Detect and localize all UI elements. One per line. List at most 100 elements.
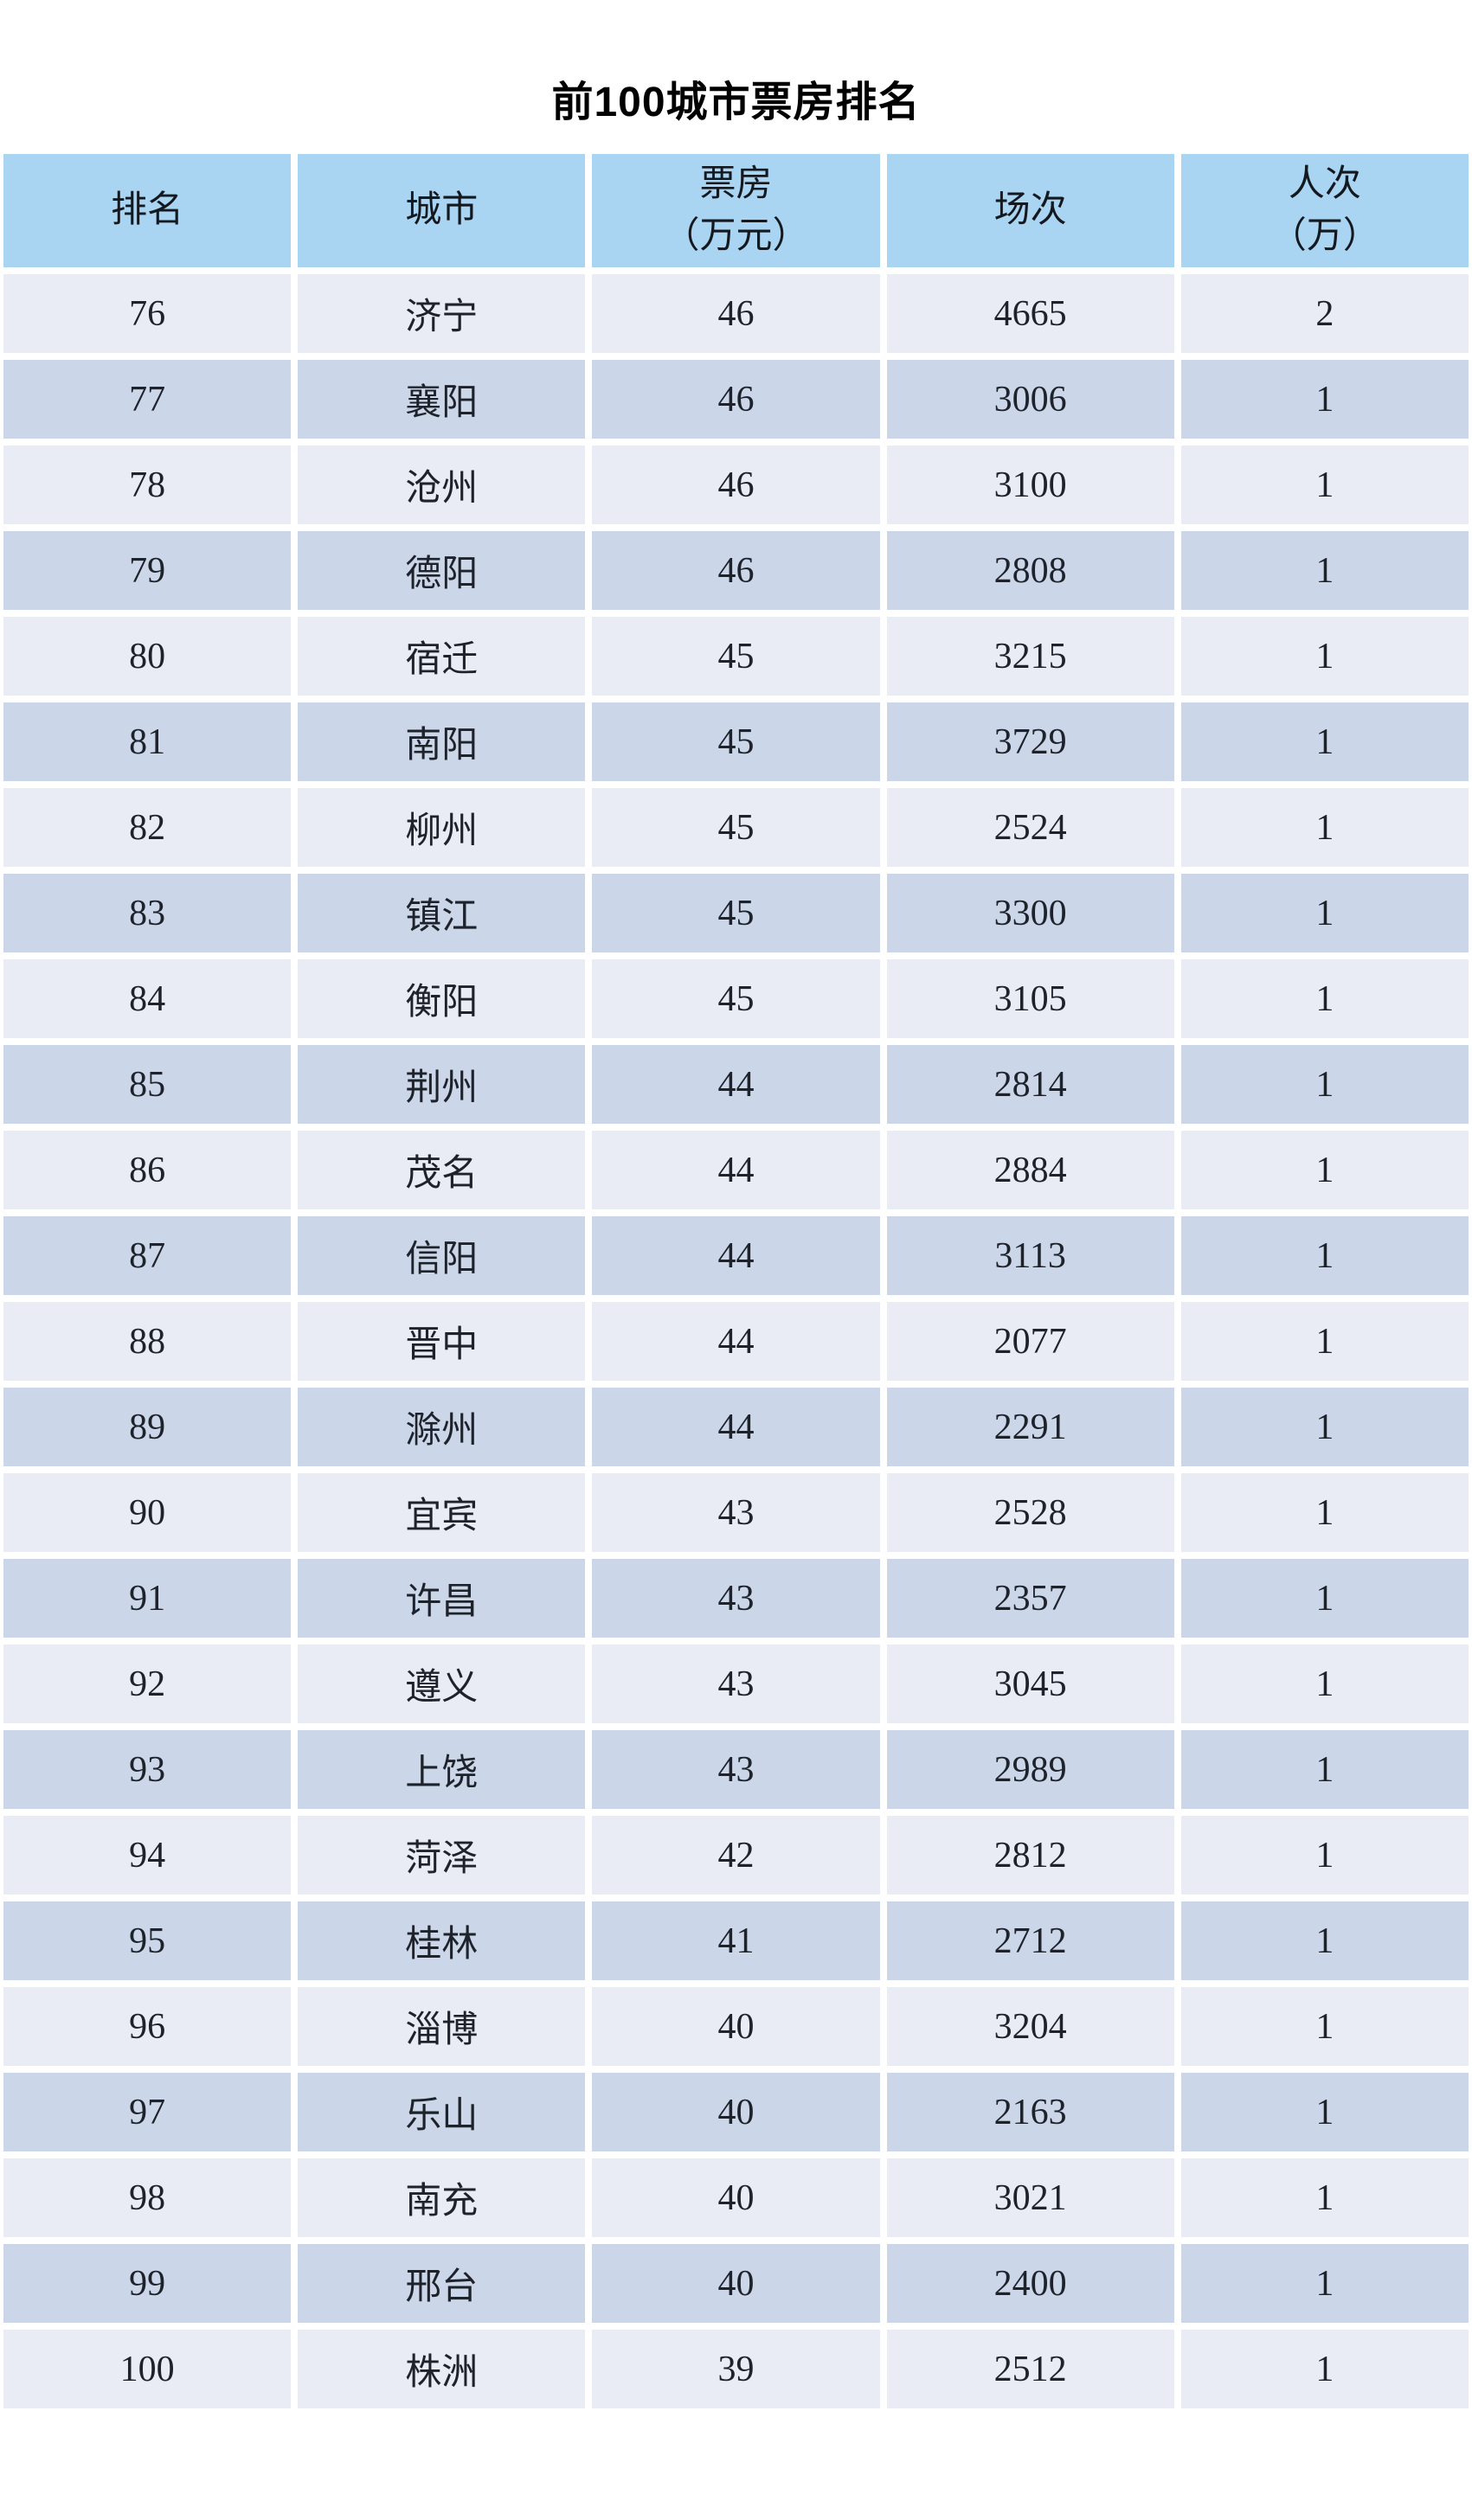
city-cell: 茂名 <box>294 1127 589 1213</box>
sessions-cell: 3100 <box>883 442 1178 528</box>
sessions-cell: 3300 <box>883 870 1178 956</box>
city-cell: 德阳 <box>294 528 589 613</box>
city-cell: 乐山 <box>294 2069 589 2155</box>
table-body: 76 济宁 46 4665 2 77 襄阳 46 3006 1 78 沧州 46 3100 1 79 德阳 46 2… <box>0 271 1472 2412</box>
sessions-cell: 2989 <box>883 1727 1178 1812</box>
sessions-cell: 2291 <box>883 1384 1178 1470</box>
attendance_wan-cell: 1 <box>1177 1127 1472 1213</box>
table-row: 80 宿迁 45 3215 1 <box>0 613 1472 699</box>
attendance_wan-cell: 1 <box>1177 1384 1472 1470</box>
table-row: 78 沧州 46 3100 1 <box>0 442 1472 528</box>
attendance_wan-cell: 1 <box>1177 785 1472 870</box>
table-row: 90 宜宾 43 2528 1 <box>0 1470 1472 1555</box>
sessions-cell: 3105 <box>883 956 1178 1042</box>
rank-cell: 93 <box>0 1727 295 1812</box>
attendance_wan-cell: 1 <box>1177 870 1472 956</box>
rank-cell: 97 <box>0 2069 295 2155</box>
sessions-cell: 2357 <box>883 1555 1178 1641</box>
table-row: 82 柳州 45 2524 1 <box>0 785 1472 870</box>
rank-cell: 87 <box>0 1213 295 1298</box>
table-row: 98 南充 40 3021 1 <box>0 2155 1472 2241</box>
city-cell: 衡阳 <box>294 956 589 1042</box>
attendance_wan-cell: 1 <box>1177 699 1472 785</box>
attendance_wan-cell: 1 <box>1177 1641 1472 1727</box>
sessions-cell: 3006 <box>883 356 1178 442</box>
table-row: 96 淄博 40 3204 1 <box>0 1984 1472 2069</box>
city-cell: 襄阳 <box>294 356 589 442</box>
table-row: 91 许昌 43 2357 1 <box>0 1555 1472 1641</box>
boxoffice_wan_yuan-cell: 40 <box>588 2241 884 2326</box>
attendance_wan-cell: 1 <box>1177 2326 1472 2412</box>
attendance_wan-cell: 1 <box>1177 2069 1472 2155</box>
sessions-cell: 3045 <box>883 1641 1178 1727</box>
boxoffice_wan_yuan-cell: 41 <box>588 1898 884 1984</box>
table-row: 89 滁州 44 2291 1 <box>0 1384 1472 1470</box>
city-cell: 晋中 <box>294 1298 589 1384</box>
boxoffice_wan_yuan-cell: 44 <box>588 1213 884 1298</box>
boxoffice_wan_yuan-cell: 43 <box>588 1641 884 1727</box>
boxoffice_wan_yuan-cell: 42 <box>588 1812 884 1898</box>
rank-cell: 84 <box>0 956 295 1042</box>
table-row: 84 衡阳 45 3105 1 <box>0 956 1472 1042</box>
boxoffice_wan_yuan-cell: 40 <box>588 2069 884 2155</box>
table-row: 88 晋中 44 2077 1 <box>0 1298 1472 1384</box>
city-cell: 株洲 <box>294 2326 589 2412</box>
attendance_wan-cell: 1 <box>1177 613 1472 699</box>
sessions-cell: 3113 <box>883 1213 1178 1298</box>
attendance_wan-cell: 1 <box>1177 1213 1472 1298</box>
boxoffice_wan_yuan-cell: 43 <box>588 1555 884 1641</box>
attendance_wan-cell: 2 <box>1177 271 1472 356</box>
boxoffice_wan_yuan-cell: 44 <box>588 1042 884 1127</box>
rank-cell: 96 <box>0 1984 295 2069</box>
boxoffice_wan_yuan-cell: 39 <box>588 2326 884 2412</box>
boxoffice_wan_yuan-cell: 44 <box>588 1384 884 1470</box>
sessions-cell: 2524 <box>883 785 1178 870</box>
sessions-cell: 3021 <box>883 2155 1178 2241</box>
city-cell: 上饶 <box>294 1727 589 1812</box>
city-cell: 荆州 <box>294 1042 589 1127</box>
rank-cell: 92 <box>0 1641 295 1727</box>
table-row: 99 邢台 40 2400 1 <box>0 2241 1472 2326</box>
sessions-cell: 2808 <box>883 528 1178 613</box>
table-row: 85 荆州 44 2814 1 <box>0 1042 1472 1127</box>
sessions-cell: 4665 <box>883 271 1178 356</box>
rank-cell: 95 <box>0 1898 295 1984</box>
city-boxoffice-ranking-table: 排名 城市 票房 （万元） 场次 人次 （万） 76 济宁 46 4665 2 77 襄阳 46 300… <box>0 151 1472 2412</box>
rank-cell: 85 <box>0 1042 295 1127</box>
rank-cell: 89 <box>0 1384 295 1470</box>
boxoffice_wan_yuan-cell: 45 <box>588 613 884 699</box>
rank-cell: 88 <box>0 1298 295 1384</box>
attendance_wan-cell: 1 <box>1177 1727 1472 1812</box>
table-row: 100 株洲 39 2512 1 <box>0 2326 1472 2412</box>
city-cell: 淄博 <box>294 1984 589 2069</box>
rank-cell: 82 <box>0 785 295 870</box>
city-cell: 邢台 <box>294 2241 589 2326</box>
sessions-cell: 2512 <box>883 2326 1178 2412</box>
attendance_wan-cell: 1 <box>1177 2241 1472 2326</box>
boxoffice_wan_yuan-cell: 46 <box>588 528 884 613</box>
sessions-cell: 2712 <box>883 1898 1178 1984</box>
boxoffice_wan_yuan-cell: 45 <box>588 785 884 870</box>
rank-cell: 76 <box>0 271 295 356</box>
table-row: 87 信阳 44 3113 1 <box>0 1213 1472 1298</box>
attendance_wan-cell: 1 <box>1177 442 1472 528</box>
sessions-cell: 2814 <box>883 1042 1178 1127</box>
table-row: 93 上饶 43 2989 1 <box>0 1727 1472 1812</box>
boxoffice_wan_yuan-cell: 43 <box>588 1727 884 1812</box>
boxoffice_wan_yuan-cell: 45 <box>588 699 884 785</box>
boxoffice_wan_yuan-cell: 44 <box>588 1127 884 1213</box>
rank-cell: 77 <box>0 356 295 442</box>
boxoffice_wan_yuan-cell: 46 <box>588 271 884 356</box>
boxoffice_wan_yuan-cell: 45 <box>588 956 884 1042</box>
sessions-cell: 3215 <box>883 613 1178 699</box>
city-cell: 菏泽 <box>294 1812 589 1898</box>
rank-cell: 99 <box>0 2241 295 2326</box>
boxoffice_wan_yuan-cell: 46 <box>588 356 884 442</box>
boxoffice_wan_yuan-cell: 40 <box>588 1984 884 2069</box>
city-cell: 沧州 <box>294 442 589 528</box>
city-cell: 济宁 <box>294 271 589 356</box>
table-row: 97 乐山 40 2163 1 <box>0 2069 1472 2155</box>
attendance_wan-cell: 1 <box>1177 1984 1472 2069</box>
column-header-sessions: 场次 <box>883 151 1178 271</box>
city-cell: 遵义 <box>294 1641 589 1727</box>
